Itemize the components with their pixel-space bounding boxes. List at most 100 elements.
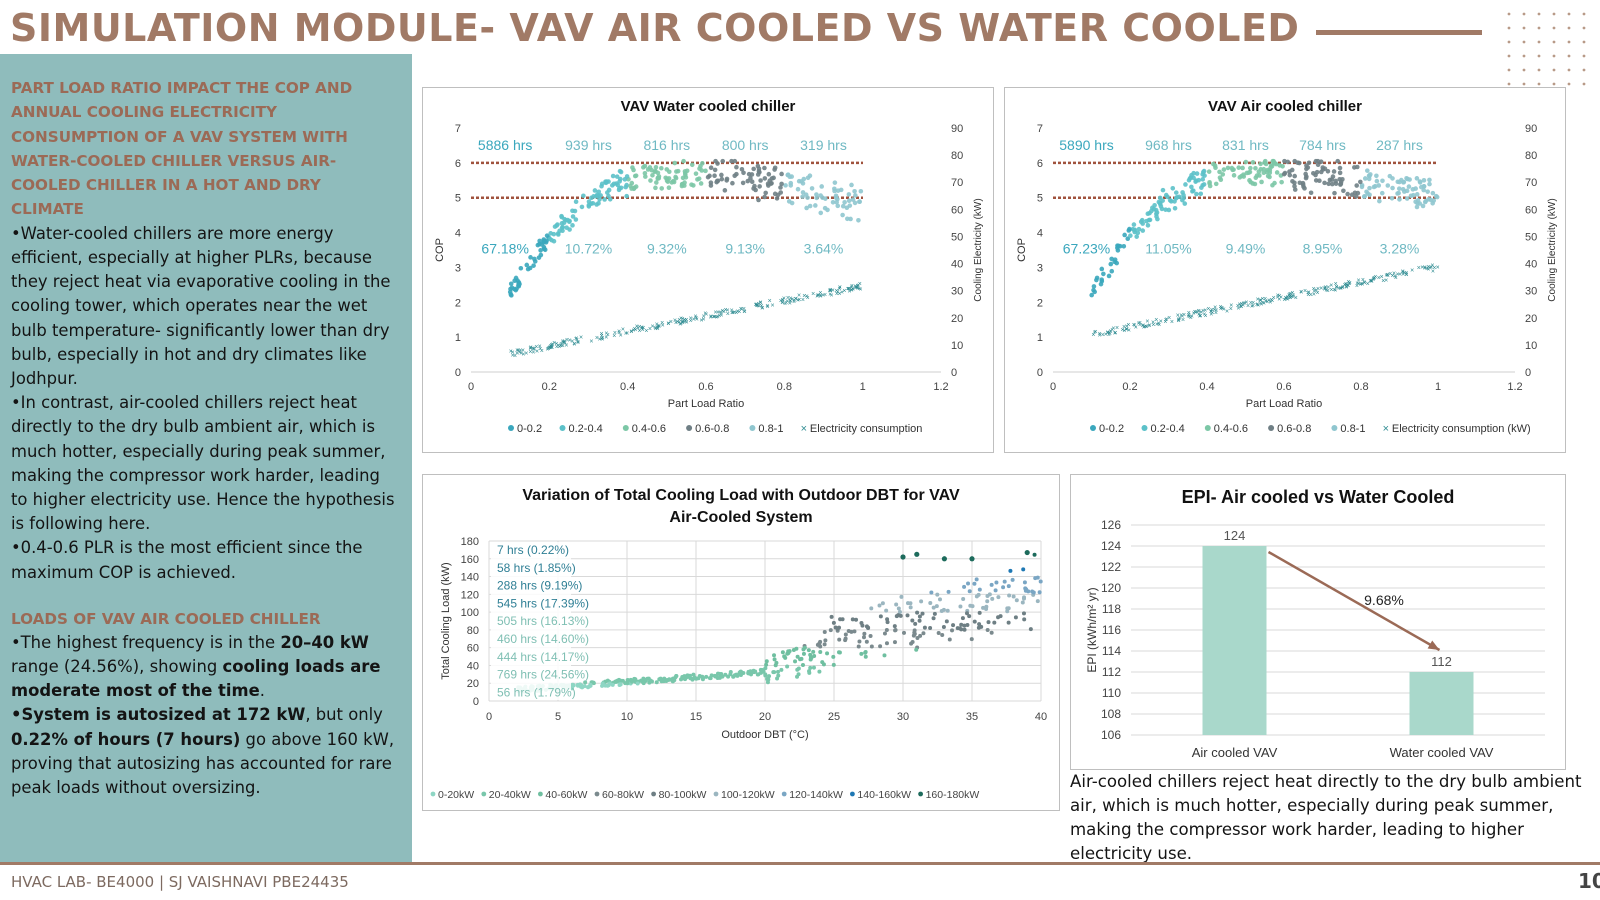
electricity-point: ×: [1236, 305, 1240, 312]
electricity-point: ×: [641, 327, 645, 334]
electricity-point: ×: [730, 307, 734, 314]
decor-dot: [1522, 54, 1526, 58]
electricity-point: ×: [1396, 272, 1400, 279]
load-point: [738, 669, 743, 674]
load-point: [692, 675, 697, 680]
load-point: [575, 682, 580, 687]
cop-point: [1414, 204, 1420, 210]
cop-point: [1292, 180, 1297, 186]
cop-point: [1396, 186, 1402, 191]
decor-dot: [1522, 82, 1526, 86]
arrow-head: [1427, 640, 1440, 650]
electricity-point: ×: [574, 335, 578, 342]
electricity-point: ×: [834, 288, 838, 295]
electricity-point: ×: [838, 285, 842, 292]
load-point: [625, 678, 630, 683]
electricity-point: ×: [1109, 328, 1113, 335]
electricity-point: ×: [837, 291, 841, 298]
electricity-point: ×: [1288, 291, 1292, 298]
cop-point: [1359, 184, 1365, 190]
cop-point: [1379, 190, 1385, 196]
x-axis-title: Outdoor DBT (°C): [721, 729, 808, 741]
cop-point: [805, 195, 810, 200]
text: range (24.56%), showing: [11, 657, 223, 677]
cop-point: [1243, 159, 1249, 165]
cop-point: [800, 194, 805, 200]
cop-point: [1358, 179, 1363, 185]
electricity-point: ×: [568, 337, 572, 344]
electricity-point: ×: [1269, 297, 1273, 304]
electricity-point: ×: [1256, 303, 1260, 310]
cop-point: [1396, 190, 1401, 196]
cop-point: [1289, 167, 1295, 173]
electricity-point: ×: [1334, 281, 1338, 288]
cop-point: [779, 181, 784, 187]
legend-label: 0.4-0.6: [632, 423, 666, 435]
cop-point: [1376, 183, 1382, 188]
electricity-point: ×: [1398, 271, 1402, 278]
cop-point: [1362, 176, 1368, 181]
electricity-point: ×: [1209, 309, 1213, 316]
electricity-point: ×: [1299, 290, 1303, 297]
cop-point: [713, 158, 718, 164]
load-point: [620, 678, 625, 683]
load-point: [795, 674, 800, 679]
electricity-point: ×: [1355, 281, 1359, 288]
load-point: [972, 581, 977, 586]
electricity-point: ×: [856, 282, 860, 289]
cop-point: [596, 201, 601, 206]
electricity-point: ×: [781, 297, 785, 304]
cop-point: [581, 193, 586, 199]
decor-dot: [1552, 68, 1556, 72]
load-point: [795, 667, 800, 672]
electricity-point: ×: [853, 284, 857, 291]
cop-point: [518, 265, 524, 271]
y-tick-label: 3: [455, 262, 461, 274]
electricity-point: ×: [679, 321, 683, 328]
electricity-point: ×: [521, 351, 525, 358]
cop-point: [700, 161, 705, 166]
cop-point: [617, 179, 622, 184]
load-point: [687, 673, 692, 678]
cop-point: [654, 180, 659, 185]
electricity-point: ×: [1143, 324, 1147, 331]
legend-marker: [430, 791, 436, 797]
electricity-point: ×: [681, 320, 685, 327]
y-tick-label: 122: [1101, 560, 1121, 574]
load-point: [958, 604, 963, 609]
cop-point: [1303, 175, 1309, 181]
cop-point: [1115, 248, 1121, 253]
cop-point: [1188, 175, 1194, 180]
cop-point: [1128, 233, 1133, 238]
cop-point: [632, 173, 638, 179]
load-point: [860, 623, 865, 628]
decor-dot: [1522, 12, 1526, 16]
bin-percent-label: 11.05%: [1145, 240, 1191, 256]
load-point: [1033, 576, 1038, 581]
chart-card-air: VAV Air cooled chiller 0 0.2 0.4 0.6 0.8 1 1.2…: [1004, 87, 1566, 453]
electricity-point: ×: [1145, 324, 1149, 331]
decor-dot: [1567, 54, 1571, 58]
chart-title-water: VAV Water cooled chiller: [620, 98, 796, 115]
bin-hours-label: 800 hrs: [722, 137, 769, 153]
bin-hours-label: 56 hrs (1.79%): [497, 685, 576, 699]
legend-label: 20-40kW: [489, 789, 531, 801]
load-point: [1038, 579, 1043, 584]
cop-point: [1268, 165, 1273, 170]
load-point: [884, 641, 889, 646]
cop-point: [1281, 171, 1287, 177]
electricity-point: ×: [855, 283, 859, 290]
cop-point: [1414, 176, 1420, 181]
electricity-point: ×: [689, 316, 693, 323]
electricity-point: ×: [835, 291, 839, 298]
cop-point: [1172, 206, 1178, 211]
electricity-point: ×: [1147, 323, 1151, 330]
electricity-point: ×: [757, 304, 761, 311]
cop-point: [557, 228, 562, 234]
electricity-point: ×: [1094, 329, 1098, 336]
electricity-point: ×: [613, 330, 617, 337]
electricity-point: ×: [1107, 330, 1111, 337]
electricity-point: ×: [1363, 280, 1367, 287]
decor-dot: [1552, 54, 1556, 58]
cop-point: [666, 169, 672, 175]
